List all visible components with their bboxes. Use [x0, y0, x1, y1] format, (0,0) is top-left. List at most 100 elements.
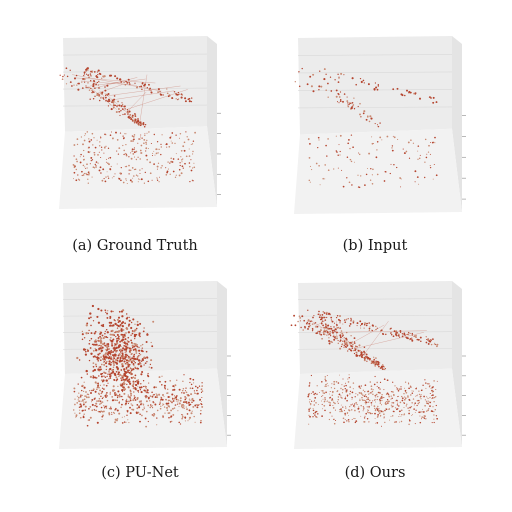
point [130, 403, 132, 405]
wall-gridline [62, 104, 208, 107]
point [161, 134, 163, 136]
point [390, 332, 392, 334]
point [376, 327, 378, 329]
point [149, 404, 152, 406]
point [425, 402, 428, 404]
point [105, 96, 107, 99]
point [371, 174, 373, 176]
point [86, 393, 88, 395]
point [413, 408, 415, 411]
point [429, 396, 431, 399]
point [363, 417, 366, 419]
point [169, 400, 172, 403]
point [94, 390, 97, 393]
point [59, 74, 61, 76]
point [170, 409, 173, 412]
point [137, 142, 139, 144]
point [313, 412, 315, 415]
point [174, 142, 176, 145]
point [107, 162, 109, 164]
point [396, 387, 398, 389]
point [433, 418, 435, 420]
point [432, 390, 434, 393]
point [312, 391, 314, 393]
point [163, 384, 166, 387]
point [418, 183, 420, 185]
point [117, 339, 119, 342]
point [115, 379, 118, 382]
point [146, 139, 148, 142]
point [362, 399, 364, 402]
point [120, 348, 122, 351]
point [116, 77, 119, 80]
point [130, 334, 132, 336]
point [332, 407, 335, 409]
point [350, 160, 353, 163]
point [136, 407, 139, 410]
point [369, 326, 371, 328]
point [427, 402, 429, 405]
point [365, 412, 368, 415]
point [340, 330, 343, 332]
point [138, 405, 140, 407]
point [381, 394, 383, 396]
point [407, 407, 409, 409]
point [381, 364, 384, 366]
point [106, 342, 110, 346]
point [142, 350, 144, 353]
point [139, 173, 141, 174]
point [349, 405, 351, 408]
point [148, 382, 150, 384]
point [179, 132, 182, 135]
point [139, 322, 142, 325]
point [86, 163, 88, 166]
point [129, 397, 132, 400]
point [108, 373, 111, 376]
point [418, 411, 421, 414]
point [77, 399, 79, 401]
point [101, 346, 104, 349]
point [175, 98, 177, 100]
point [134, 323, 136, 325]
point [329, 391, 331, 392]
point [124, 351, 126, 353]
point [379, 136, 382, 139]
point [165, 406, 169, 409]
point [404, 396, 406, 398]
point [117, 371, 121, 374]
point [143, 407, 145, 410]
point [127, 347, 129, 349]
point [93, 398, 96, 400]
point [366, 322, 368, 325]
point [85, 332, 88, 335]
point [137, 118, 139, 120]
point [132, 376, 134, 379]
point [321, 323, 323, 325]
point [136, 367, 139, 370]
point [123, 421, 126, 423]
point [408, 339, 410, 341]
point [90, 392, 92, 394]
point [191, 410, 193, 412]
point [333, 322, 336, 324]
point [158, 148, 160, 151]
point [339, 154, 341, 156]
point [353, 352, 356, 355]
point [349, 349, 352, 352]
point [63, 74, 65, 76]
point [405, 405, 407, 407]
point [363, 408, 365, 410]
point [83, 158, 85, 160]
point [379, 122, 381, 124]
point [90, 316, 92, 319]
point [160, 405, 162, 407]
point [345, 319, 347, 321]
point [79, 416, 82, 419]
point [344, 413, 346, 415]
point [114, 391, 116, 394]
point [162, 415, 164, 417]
point [160, 167, 162, 169]
point [310, 392, 312, 394]
point [352, 105, 354, 107]
point [133, 134, 136, 136]
